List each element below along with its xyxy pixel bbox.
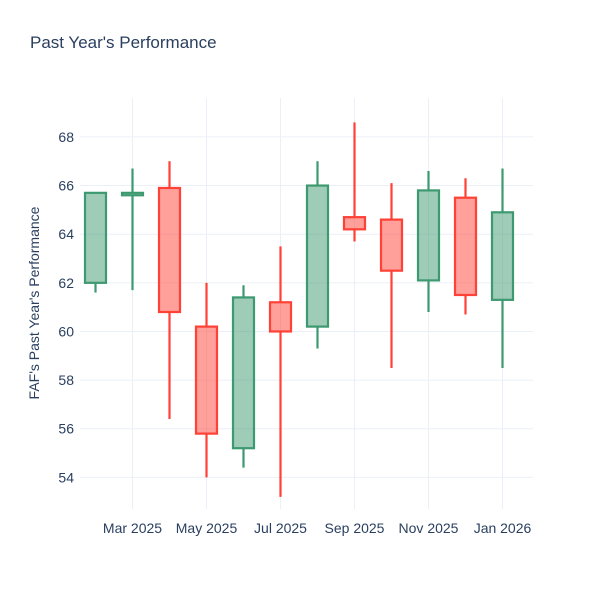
x-tick-label: Sep 2025: [325, 520, 385, 536]
candle-body: [342, 216, 367, 231]
y-tick-label: 62: [58, 275, 74, 291]
chart-title: Past Year's Performance: [30, 33, 217, 52]
candle-body: [379, 218, 404, 272]
x-tick-label: Jan 2026: [474, 520, 532, 536]
candle-body: [231, 296, 256, 450]
candle-sep-2025[interactable]: [342, 122, 367, 242]
candle-jul-2025[interactable]: [268, 246, 293, 497]
candle-nov-2025[interactable]: [416, 170, 441, 313]
candle-body: [453, 196, 478, 297]
x-tick-label: Nov 2025: [399, 520, 459, 536]
candle-may-2025[interactable]: [194, 282, 219, 478]
candle-body: [268, 301, 293, 333]
y-tick-label: 58: [58, 372, 74, 388]
candle-oct-2025[interactable]: [379, 183, 404, 368]
candle-feb-2025[interactable]: [83, 191, 108, 293]
candle-dec-2025[interactable]: [453, 178, 478, 315]
candle-body: [305, 184, 330, 328]
candle-jan-2026[interactable]: [490, 168, 515, 368]
candle-body: [194, 325, 219, 435]
y-tick-label: 56: [58, 421, 74, 437]
candle-aug-2025[interactable]: [305, 161, 330, 349]
candle-apr-2025[interactable]: [157, 161, 182, 420]
y-tick-label: 54: [58, 469, 74, 485]
x-tick-label: May 2025: [176, 520, 238, 536]
y-tick-label: 68: [58, 129, 74, 145]
x-tick-label: Jul 2025: [254, 520, 307, 536]
candle-body: [157, 186, 182, 314]
y-tick-label: 66: [58, 178, 74, 194]
candle-body: [490, 211, 515, 301]
candle-body: [83, 191, 108, 284]
candle-jun-2025[interactable]: [231, 285, 256, 468]
candle-mar-2025[interactable]: [120, 168, 145, 291]
y-tick-label: 60: [58, 323, 74, 339]
candle-body: [416, 189, 441, 282]
candle-body: [120, 191, 145, 197]
x-tick-label: Mar 2025: [103, 520, 162, 536]
y-tick-label: 64: [58, 226, 74, 242]
